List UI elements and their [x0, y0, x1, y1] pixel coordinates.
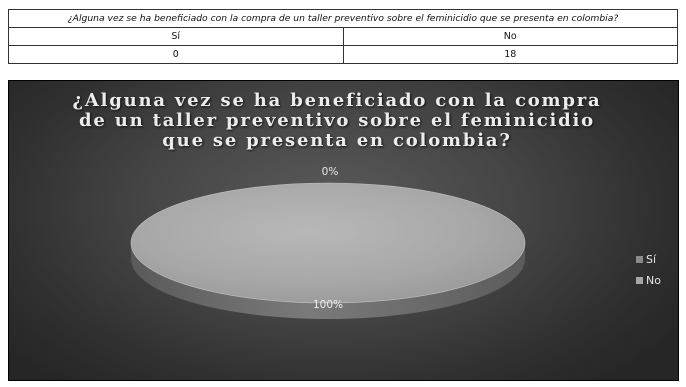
question-cell: ¿Alguna vez se ha beneficiado con la com…	[8, 9, 678, 28]
legend-swatch-no	[636, 277, 643, 284]
legend: Sí No	[636, 249, 661, 291]
pie-side-wall	[131, 243, 525, 319]
data-table: ¿Alguna vez se ha beneficiado con la com…	[8, 9, 678, 64]
pie-slice-no	[130, 182, 526, 304]
legend-swatch-si	[636, 256, 643, 263]
value-si: 0	[8, 45, 344, 64]
chart-title-line-1: ¿Alguna vez se ha beneficiado con la com…	[72, 90, 602, 111]
pie-group	[130, 182, 526, 319]
legend-label-no: No	[646, 274, 661, 287]
legend-item-no: No	[636, 270, 661, 291]
chart-title-line-2: de un taller preventivo sobre el feminic…	[79, 110, 595, 131]
legend-label-si: Sí	[646, 253, 657, 266]
header-si: Sí	[8, 27, 344, 46]
legend-item-si: Sí	[636, 249, 661, 270]
chart-title: ¿Alguna vez se ha beneficiado con la com…	[67, 91, 607, 151]
header-row: Sí No	[8, 27, 678, 46]
header-no: No	[342, 27, 678, 46]
data-label-no: 100%	[313, 299, 343, 311]
data-label-si: 0%	[322, 166, 339, 178]
chart-panel: ¿Alguna vez se ha beneficiado con la com…	[8, 80, 679, 381]
question-row: ¿Alguna vez se ha beneficiado con la com…	[8, 9, 678, 28]
value-no: 18	[342, 45, 678, 64]
chart-title-line-3: que se presenta en colombia?	[162, 130, 512, 151]
pie-chart: 0% 100%	[130, 166, 526, 319]
value-row: 0 18	[8, 45, 678, 64]
